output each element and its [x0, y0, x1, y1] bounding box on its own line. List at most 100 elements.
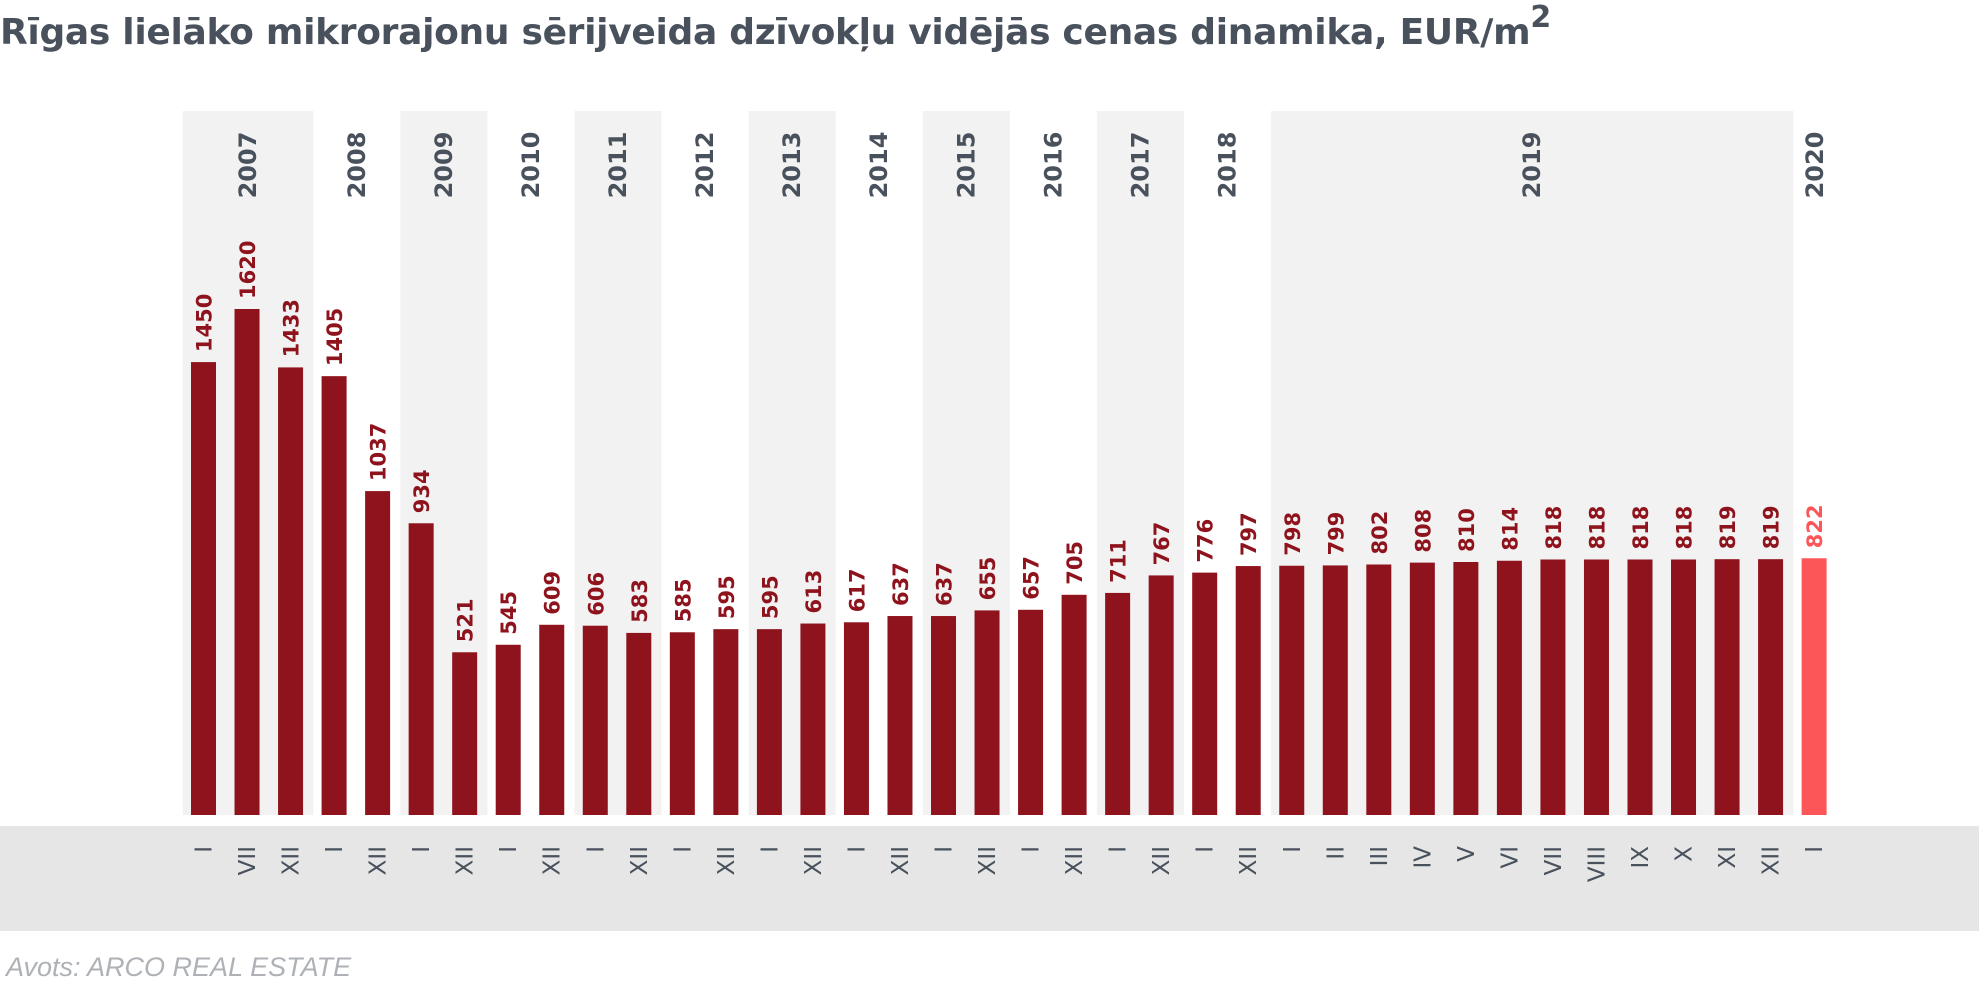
bar: [1279, 565, 1305, 815]
bar: [1148, 575, 1174, 815]
value-label: 808: [1411, 509, 1435, 553]
bar: [1627, 559, 1653, 815]
bar: [843, 622, 869, 815]
month-label: I: [583, 846, 609, 853]
month-label: I: [1019, 846, 1045, 853]
chart-title-text: Rīgas lielāko mikrorajonu sērijveida dzī…: [0, 12, 1531, 53]
value-label: 799: [1324, 512, 1348, 556]
month-label: I: [1106, 846, 1132, 853]
month-label: I: [932, 846, 958, 853]
bar: [1105, 592, 1131, 815]
month-label: XI: [1715, 846, 1741, 869]
value-label: 819: [1760, 505, 1784, 549]
year-label: 2015: [952, 132, 980, 199]
month-label: VII: [235, 846, 261, 875]
bar: [278, 367, 304, 815]
value-label: 818: [1542, 506, 1566, 550]
bar: [1235, 566, 1261, 815]
chart-title-superscript: 2: [1530, 0, 1551, 35]
month-label: I: [670, 846, 696, 853]
value-labels: 1450 1620 1433 1405 1037 934 521 545 609 606 583 58…: [193, 241, 1828, 643]
value-label: 818: [1673, 506, 1697, 550]
month-label: I: [192, 846, 218, 853]
bar: [1453, 562, 1479, 815]
bar-chart: 2007 2008 2009 2010 2011 2012 2013 2014 2015 2016…: [0, 111, 1979, 931]
bar: [539, 624, 565, 815]
month-label: XII: [279, 846, 305, 875]
month-label: XII: [801, 846, 827, 875]
month-label: XII: [714, 846, 740, 875]
value-label: 705: [1063, 541, 1087, 585]
bar: [713, 629, 739, 815]
month-label: XII: [1149, 846, 1175, 875]
bar: [452, 652, 478, 815]
bar: [1366, 564, 1392, 815]
value-label: 1037: [367, 423, 391, 481]
value-label: 585: [671, 578, 695, 622]
year-label: 2018: [1213, 132, 1241, 199]
value-label: 797: [1237, 512, 1261, 556]
value-label: 1450: [193, 294, 217, 352]
value-label: 583: [628, 579, 652, 623]
bar: [887, 616, 913, 815]
year-label: 2010: [517, 132, 545, 199]
value-label: 637: [933, 562, 957, 606]
year-label: 2019: [1518, 132, 1546, 199]
value-label: 1405: [323, 308, 347, 366]
year-label: 2017: [1126, 132, 1154, 199]
month-labels: I VII XII I XII I XII I XII I XII I XII I XII I XII I XII I…: [192, 846, 1829, 882]
bar: [1801, 558, 1827, 815]
month-label: VIII: [1584, 846, 1610, 882]
bar: [234, 309, 260, 815]
value-label: 1620: [236, 241, 260, 299]
year-label: 2011: [604, 132, 632, 199]
month-label: XII: [1062, 846, 1088, 875]
value-label: 606: [584, 572, 608, 616]
bar: [1409, 562, 1435, 815]
bar: [582, 625, 608, 815]
value-label: 545: [497, 591, 521, 635]
value-label: 613: [802, 570, 826, 614]
value-label: 934: [410, 469, 434, 513]
bar: [191, 362, 216, 815]
value-label: 822: [1803, 504, 1827, 548]
year-label: 2013: [778, 132, 806, 199]
month-label: XII: [888, 846, 914, 875]
month-label: I: [322, 846, 348, 853]
bar: [1583, 559, 1609, 815]
month-label: XII: [540, 846, 566, 875]
value-label: 595: [758, 575, 782, 619]
bar: [495, 644, 521, 815]
value-label: 814: [1498, 507, 1522, 551]
year-label: 2016: [1039, 132, 1067, 199]
month-label: XII: [453, 846, 479, 875]
month-label: V: [1454, 846, 1480, 862]
month-label: IX: [1628, 846, 1654, 869]
value-label: 767: [1150, 522, 1174, 566]
value-label: 810: [1455, 508, 1479, 552]
bar: [974, 610, 1000, 815]
year-labels: 2007 2008 2009 2010 2011 2012 2013 2014 2015 2016…: [234, 132, 1829, 199]
month-label: I: [1280, 846, 1306, 853]
source-note: Avots: ARCO REAL ESTATE: [6, 952, 352, 982]
bar: [1758, 559, 1784, 815]
value-label: 798: [1281, 512, 1305, 556]
value-label: 819: [1716, 505, 1740, 549]
bar: [1018, 609, 1044, 815]
month-label: X: [1672, 846, 1698, 862]
month-label: XII: [366, 846, 392, 875]
bar: [1322, 565, 1348, 815]
year-band-2019: [1270, 111, 1794, 815]
value-label: 711: [1107, 539, 1131, 583]
bar: [408, 523, 434, 815]
month-label: XII: [1759, 846, 1785, 875]
month-label: I: [409, 846, 435, 853]
year-label: 2009: [430, 132, 458, 199]
bar: [1061, 594, 1087, 815]
value-label: 818: [1585, 506, 1609, 550]
bar: [1540, 559, 1566, 815]
year-label: 2012: [691, 132, 719, 199]
bar: [800, 623, 826, 815]
month-label: I: [844, 846, 870, 853]
bar: [1671, 559, 1697, 815]
